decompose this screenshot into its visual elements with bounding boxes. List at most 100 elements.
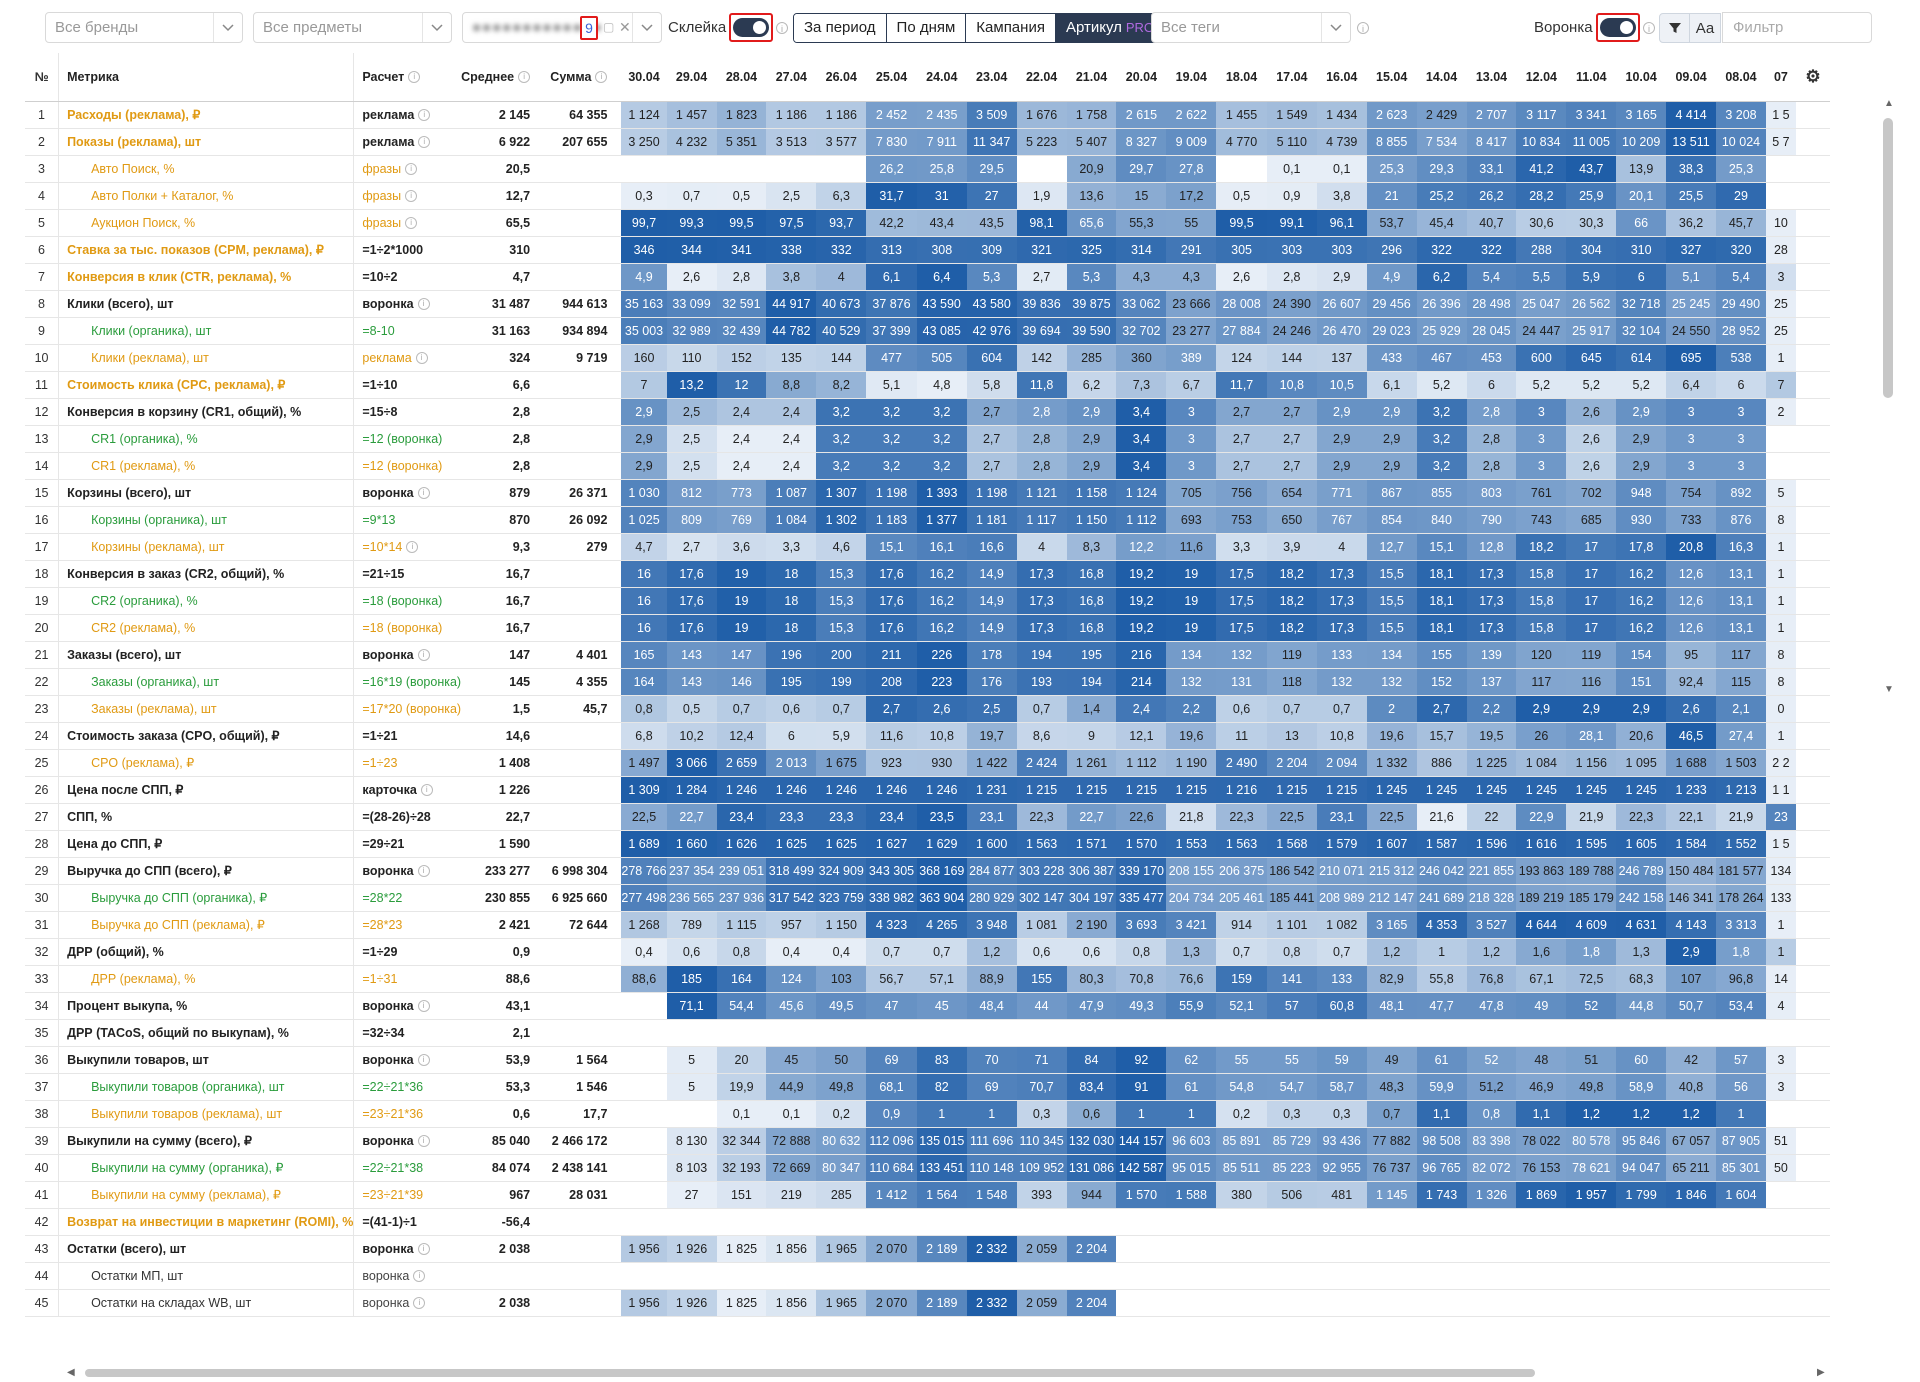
data-cell[interactable]: 42 976 (966, 317, 1017, 345)
scroll-right-icon[interactable]: ▶ (1817, 1367, 1825, 1378)
header-date[interactable]: 21.04 (1066, 53, 1117, 102)
data-cell[interactable]: 195 (766, 668, 817, 696)
data-cell[interactable]: 110 (666, 344, 717, 372)
data-cell[interactable]: 1 158 (1066, 479, 1117, 507)
data-cell[interactable]: 26,2 (1466, 182, 1517, 210)
data-cell[interactable]: 77 882 (1366, 1127, 1417, 1155)
data-cell[interactable]: 146 (716, 668, 767, 696)
data-cell[interactable]: 15,3 (816, 614, 867, 642)
data-cell[interactable]: 2,9 (1366, 452, 1417, 480)
data-cell[interactable]: 2,8 (1466, 398, 1517, 426)
data-cell[interactable]: 1,1 (1416, 1100, 1467, 1128)
data-cell[interactable]: 7 (1765, 371, 1796, 399)
data-cell[interactable]: 53,4 (1716, 992, 1766, 1020)
data-cell[interactable]: 16,2 (1616, 614, 1667, 642)
data-cell[interactable] (1116, 1019, 1167, 1047)
data-cell[interactable]: 25 047 (1516, 290, 1567, 318)
data-cell[interactable]: 3 (1166, 452, 1217, 480)
data-cell[interactable]: 27 (966, 182, 1017, 210)
data-cell[interactable]: 1 326 (1466, 1181, 1517, 1209)
data-cell[interactable] (1616, 1208, 1667, 1236)
table-row[interactable]: 42 Возврат на инвестиции в маркетинг (ROM… (25, 1208, 1830, 1236)
data-cell[interactable]: 17,5 (1216, 587, 1267, 615)
table-row[interactable]: 16 Корзины (органика), шт =9*13 870 26 092 1 … (25, 506, 1830, 534)
data-cell[interactable]: 2,2 (1466, 695, 1517, 723)
tags-select[interactable]: Все теги (1151, 12, 1351, 43)
data-cell[interactable]: 44,9 (766, 1073, 817, 1101)
header-date[interactable]: 19.04 (1166, 53, 1217, 102)
data-cell[interactable]: 1 215 (1166, 776, 1217, 804)
data-cell[interactable]: 18,2 (1266, 560, 1317, 588)
data-cell[interactable] (1016, 1208, 1067, 1236)
data-cell[interactable]: 25,3 (1716, 155, 1766, 183)
data-cell[interactable]: 71 (1016, 1046, 1067, 1074)
data-cell[interactable]: 17,6 (866, 614, 917, 642)
data-cell[interactable]: 3 117 (1516, 101, 1567, 129)
data-cell[interactable]: 10 024 (1716, 128, 1766, 156)
table-row[interactable]: 9 Клики (органика), шт =8-10 31 163 934 894 3… (25, 317, 1830, 345)
data-cell[interactable]: 2,9 (1316, 263, 1367, 291)
data-cell[interactable]: 55 (1266, 1046, 1317, 1074)
data-cell[interactable]: 23,3 (816, 803, 867, 831)
data-cell[interactable]: 120 (1516, 641, 1567, 669)
data-cell[interactable]: 1 548 (966, 1181, 1017, 1209)
data-cell[interactable]: 1,2 (1666, 1100, 1717, 1128)
data-cell[interactable]: 341 (716, 236, 767, 264)
data-cell[interactable]: 65 211 (1666, 1154, 1717, 1182)
data-cell[interactable]: 0,4 (766, 938, 817, 966)
data-cell[interactable] (1566, 1208, 1617, 1236)
data-cell[interactable]: 278 766 (621, 857, 667, 885)
data-cell[interactable]: 1 497 (621, 749, 667, 777)
data-cell[interactable]: 5,3 (966, 263, 1017, 291)
data-cell[interactable]: 538 (1716, 344, 1766, 372)
data-cell[interactable]: 1 579 (1316, 830, 1367, 858)
data-cell[interactable]: 142 587 (1116, 1154, 1167, 1182)
data-cell[interactable]: 8 (1765, 506, 1796, 534)
data-cell[interactable]: 3 (1166, 398, 1217, 426)
data-cell[interactable] (1166, 1289, 1217, 1317)
data-cell[interactable]: 2,7 (966, 452, 1017, 480)
data-cell[interactable]: 32 591 (716, 290, 767, 318)
data-cell[interactable]: 31 (916, 182, 967, 210)
data-cell[interactable]: 1,3 (1616, 938, 1667, 966)
data-cell[interactable]: 26 396 (1416, 290, 1467, 318)
data-cell[interactable]: 22,5 (1366, 803, 1417, 831)
data-cell[interactable]: 80 347 (816, 1154, 867, 1182)
data-cell[interactable]: 19,5 (1466, 722, 1517, 750)
table-row[interactable]: 17 Корзины (реклама), шт =10*14 i 9,3 279 4,7 2… (25, 533, 1830, 561)
data-cell[interactable]: 6 (1466, 371, 1517, 399)
data-cell[interactable]: 50,7 (1666, 992, 1717, 1020)
data-cell[interactable]: 19 (716, 560, 767, 588)
data-cell[interactable]: 363 904 (916, 884, 967, 912)
table-row[interactable]: 30 Выручка до СПП (органика), ₽ =28*22 230 … (25, 884, 1830, 912)
clear-icon[interactable]: ✕ (619, 19, 631, 35)
data-cell[interactable]: 285 (816, 1181, 867, 1209)
data-cell[interactable] (666, 1262, 717, 1290)
data-cell[interactable]: 803 (1466, 479, 1517, 507)
data-cell[interactable]: 855 (1416, 479, 1467, 507)
data-cell[interactable]: 291 (1166, 236, 1217, 264)
data-cell[interactable]: 1 629 (916, 830, 967, 858)
data-cell[interactable]: 303 (1266, 236, 1317, 264)
data-cell[interactable]: 0,3 (1316, 1100, 1367, 1128)
data-cell[interactable]: 10,2 (666, 722, 717, 750)
data-cell[interactable]: 277 498 (621, 884, 667, 912)
data-cell[interactable] (1366, 1235, 1417, 1263)
data-cell[interactable]: 17,3 (1016, 614, 1067, 642)
table-row[interactable]: 34 Процент выкупа, % воронка i 43,1 71,1 54,4 4… (25, 992, 1830, 1020)
data-cell[interactable] (1716, 1019, 1766, 1047)
data-cell[interactable]: 237 354 (666, 857, 717, 885)
metric-name[interactable]: СПП, % (58, 803, 355, 831)
data-cell[interactable]: 54,4 (716, 992, 767, 1020)
data-cell[interactable]: 1 (1716, 1100, 1766, 1128)
data-cell[interactable]: 82 072 (1466, 1154, 1517, 1182)
data-cell[interactable]: 80 632 (816, 1127, 867, 1155)
data-cell[interactable]: 304 (1566, 236, 1617, 264)
data-cell[interactable] (766, 155, 817, 183)
data-cell[interactable]: 1 563 (1016, 830, 1067, 858)
data-cell[interactable]: 1 (916, 1100, 967, 1128)
data-cell[interactable]: 12,7 (1366, 533, 1417, 561)
data-cell[interactable]: 4,6 (816, 533, 867, 561)
data-cell[interactable]: 95 (1666, 641, 1717, 669)
data-cell[interactable]: 26 (1516, 722, 1567, 750)
